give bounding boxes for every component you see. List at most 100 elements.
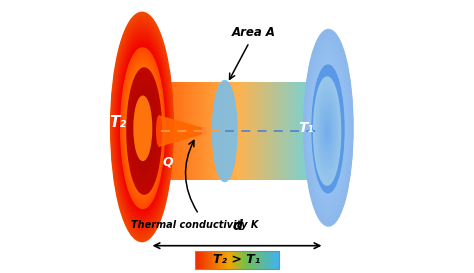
Bar (149, 82, 151, 180)
Bar (256, 251, 258, 269)
Ellipse shape (129, 78, 157, 181)
Bar (264, 82, 266, 180)
Bar (307, 82, 309, 180)
Bar (276, 251, 278, 269)
Bar (202, 251, 203, 269)
Bar (278, 82, 279, 180)
Bar (170, 82, 172, 180)
Bar (177, 82, 178, 180)
Bar (287, 82, 288, 180)
Ellipse shape (128, 71, 161, 191)
Bar (208, 251, 210, 269)
Bar (163, 82, 164, 180)
Ellipse shape (325, 123, 329, 139)
Ellipse shape (321, 104, 334, 156)
Bar (262, 251, 263, 269)
Ellipse shape (129, 80, 157, 179)
Bar (198, 82, 199, 180)
Bar (208, 82, 209, 180)
Bar (152, 82, 153, 180)
Bar (217, 82, 218, 180)
Bar (225, 251, 226, 269)
Ellipse shape (313, 70, 343, 188)
Bar (256, 251, 257, 269)
Bar (276, 82, 278, 180)
Bar (317, 82, 318, 180)
Ellipse shape (314, 75, 341, 183)
Ellipse shape (112, 16, 173, 238)
Bar (229, 251, 230, 269)
Bar (199, 82, 201, 180)
Ellipse shape (318, 89, 338, 171)
Bar (233, 82, 234, 180)
Bar (307, 82, 308, 180)
Bar (258, 82, 259, 180)
Ellipse shape (111, 14, 173, 240)
Bar (153, 82, 154, 180)
Bar (218, 82, 219, 180)
Text: d: d (232, 219, 242, 233)
Ellipse shape (116, 30, 169, 225)
Bar (185, 82, 186, 180)
Bar (224, 251, 225, 269)
Bar (158, 82, 159, 180)
Bar (273, 82, 274, 180)
Bar (273, 251, 275, 269)
Bar (221, 82, 222, 180)
Bar (160, 82, 161, 180)
Ellipse shape (315, 82, 339, 180)
Bar (254, 82, 255, 180)
Ellipse shape (323, 112, 332, 149)
Bar (251, 82, 252, 180)
Bar (304, 82, 305, 180)
Bar (212, 82, 213, 180)
Bar (269, 82, 270, 180)
Bar (280, 82, 281, 180)
Bar (151, 82, 152, 180)
Ellipse shape (137, 105, 151, 155)
Ellipse shape (114, 24, 171, 230)
Bar (271, 251, 273, 269)
Bar (319, 82, 320, 180)
Bar (230, 251, 231, 269)
Bar (244, 251, 245, 269)
Ellipse shape (309, 52, 347, 206)
Ellipse shape (116, 32, 169, 223)
Ellipse shape (118, 36, 167, 219)
Bar (275, 251, 276, 269)
Bar (195, 251, 196, 269)
Ellipse shape (137, 107, 150, 153)
Bar (277, 251, 278, 269)
Ellipse shape (316, 82, 340, 177)
Bar (252, 251, 253, 269)
Bar (161, 82, 162, 180)
Bar (237, 251, 238, 269)
Ellipse shape (131, 85, 155, 173)
Bar (245, 82, 246, 180)
Ellipse shape (112, 18, 172, 236)
Bar (208, 82, 210, 180)
Bar (207, 251, 208, 269)
Bar (236, 251, 237, 269)
Bar (165, 82, 166, 180)
Bar (288, 82, 289, 180)
Bar (196, 251, 197, 269)
Text: Area A: Area A (231, 26, 275, 39)
Bar (264, 82, 265, 180)
Bar (166, 82, 167, 180)
Bar (266, 251, 267, 269)
Bar (318, 82, 319, 180)
Ellipse shape (123, 56, 163, 201)
Bar (314, 82, 316, 180)
Ellipse shape (141, 119, 147, 142)
Bar (195, 82, 196, 180)
Bar (174, 82, 175, 180)
Ellipse shape (325, 121, 330, 141)
Bar (193, 82, 194, 180)
Bar (255, 82, 257, 180)
Ellipse shape (141, 118, 147, 144)
Ellipse shape (305, 33, 352, 223)
Bar (161, 82, 163, 180)
Bar (255, 82, 256, 180)
Bar (257, 82, 259, 180)
